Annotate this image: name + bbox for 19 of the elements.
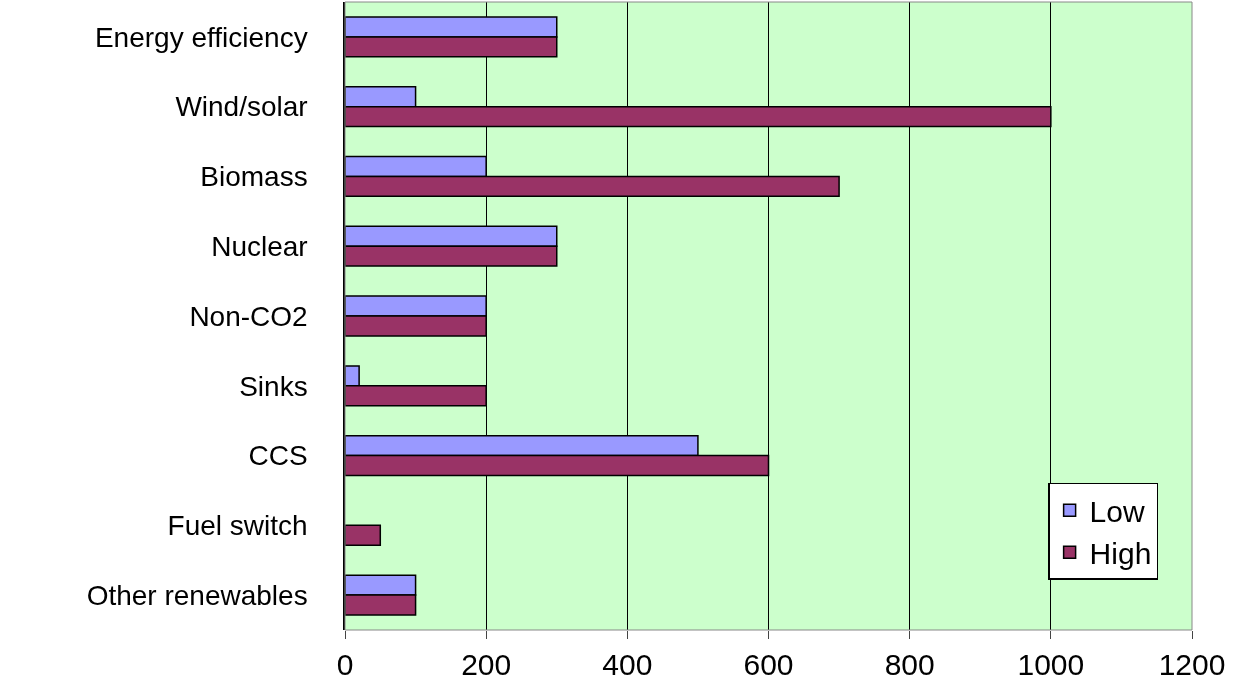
y-tick-label: Biomass (200, 161, 308, 193)
x-tick-label: 1000 (1017, 648, 1085, 681)
legend-label: Low (1089, 494, 1145, 528)
y-tick-label: Non-CO2 (189, 300, 308, 332)
y-tick-label: Fuel switch (167, 510, 308, 542)
y-tick-label: Other renewables (86, 579, 308, 611)
y-tick-label: Wind/solar (175, 91, 308, 123)
x-tick-label: 400 (602, 648, 653, 681)
x-tick-label: 0 (336, 648, 354, 681)
y-tick-label: Sinks (239, 370, 308, 402)
x-tick-label: 1200 (1158, 648, 1226, 681)
x-tick-label: 200 (461, 648, 512, 681)
bar (345, 524, 382, 546)
legend-label: High (1089, 536, 1152, 570)
y-tick-label: Energy efficiency (94, 21, 308, 53)
x-tick-label: 600 (743, 648, 794, 681)
x-tick-label: 800 (884, 648, 935, 681)
y-tick-label: CCS (248, 440, 308, 472)
y-tick-label: Nuclear (211, 231, 308, 263)
